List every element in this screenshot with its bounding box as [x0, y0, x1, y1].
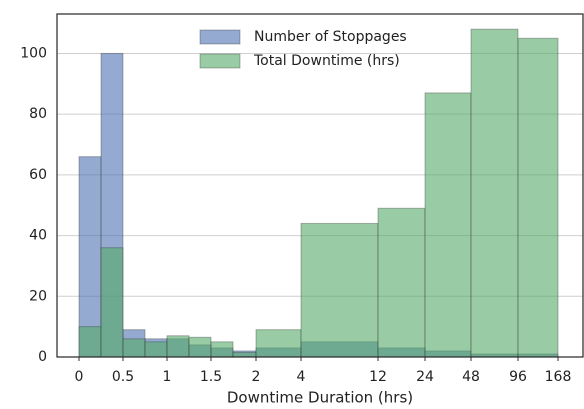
plot-frame — [56, 13, 584, 358]
histogram-bar — [166, 335, 190, 358]
y-tick-label: 60 — [29, 167, 47, 183]
histogram-bar — [470, 28, 519, 358]
y-tick-label: 0 — [38, 349, 47, 365]
histogram-bar — [517, 37, 559, 358]
histogram-bar — [100, 247, 124, 358]
y-tick-label: 100 — [20, 45, 47, 61]
histogram-bar — [78, 326, 102, 358]
y-tick-label: 80 — [29, 106, 47, 122]
histogram-bar — [122, 338, 146, 358]
x-axis-label: Downtime Duration (hrs) — [227, 389, 413, 407]
legend-label: Number of Stoppages — [254, 29, 407, 45]
histogram-bar — [232, 351, 257, 358]
x-tick-label: 96 — [509, 369, 527, 385]
x-tick-label: 1 — [163, 369, 172, 385]
x-tick-label: 1.5 — [200, 369, 222, 385]
histogram-bar — [424, 92, 472, 358]
x-tick-label: 48 — [462, 369, 480, 385]
y-tick-label: 40 — [29, 228, 47, 244]
x-tick-label: 0 — [75, 369, 84, 385]
histogram-bar — [210, 341, 234, 358]
legend-swatch — [199, 29, 241, 45]
x-tick-label: 168 — [545, 369, 572, 385]
histogram-bar — [377, 207, 426, 358]
x-tick-label: 4 — [297, 369, 306, 385]
histogram-bar — [188, 336, 212, 358]
x-tick-label: 24 — [416, 369, 434, 385]
x-tick-label: 12 — [369, 369, 387, 385]
y-tick-label: 20 — [29, 288, 47, 304]
x-tick-label: 2 — [252, 369, 261, 385]
histogram-bar — [255, 329, 302, 358]
histogram-bar — [300, 222, 379, 358]
legend-swatch — [199, 53, 241, 69]
legend-label: Total Downtime (hrs) — [253, 53, 400, 69]
histogram-bar — [144, 341, 168, 358]
x-tick-label: 0.5 — [112, 369, 134, 385]
